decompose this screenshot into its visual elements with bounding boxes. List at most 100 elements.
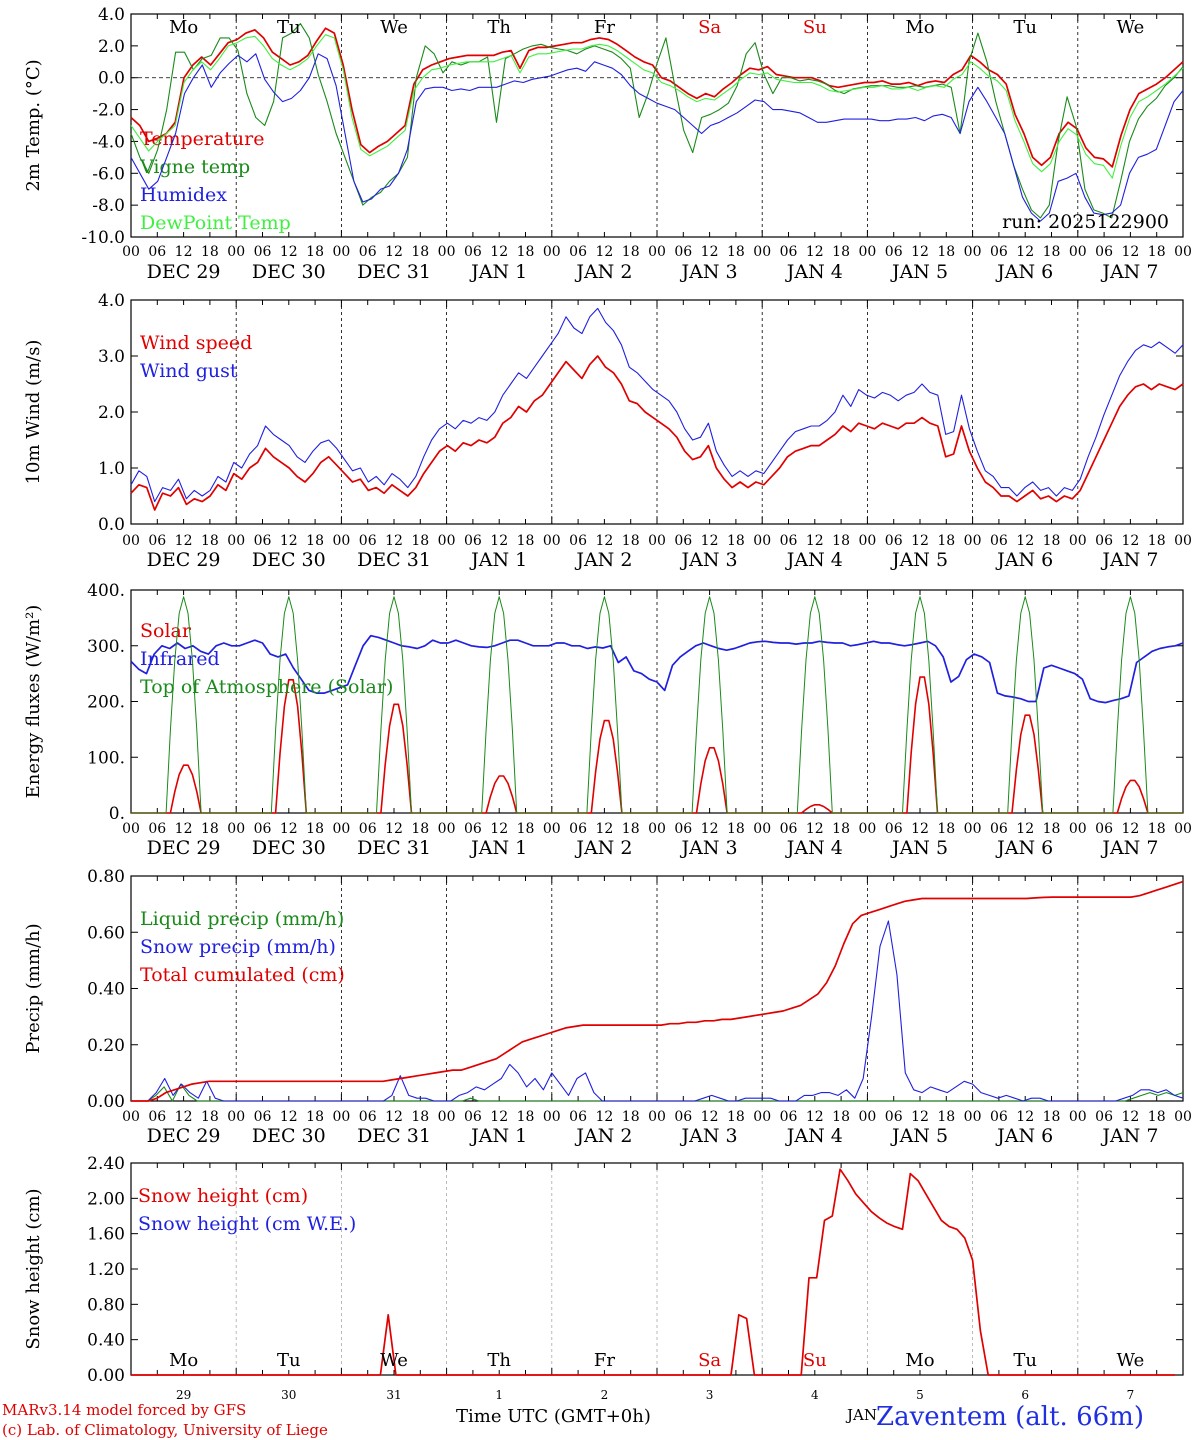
hour-tick-label: 18 bbox=[517, 533, 535, 549]
series-humidex bbox=[130, 53, 1184, 222]
hour-tick-label: 12 bbox=[175, 533, 193, 549]
date-label: JAN 4 bbox=[785, 837, 843, 859]
hour-tick-label: 06 bbox=[780, 244, 798, 260]
legend-label: Humidex bbox=[140, 184, 227, 206]
date-label: DEC 29 bbox=[147, 837, 221, 859]
date-label: JAN 4 bbox=[785, 549, 843, 571]
hour-tick-label: 06 bbox=[674, 1109, 692, 1125]
hour-tick-label: 00 bbox=[1069, 821, 1087, 837]
date-label: DEC 31 bbox=[357, 837, 431, 859]
date-label: JAN 6 bbox=[995, 261, 1053, 283]
date-label: DEC 31 bbox=[357, 261, 431, 283]
series-dewpoint-temp bbox=[130, 34, 1184, 179]
hour-tick-label: 12 bbox=[490, 1109, 508, 1125]
hour-tick-label: 12 bbox=[911, 1109, 929, 1125]
hour-tick-label: 00 bbox=[858, 244, 876, 260]
hour-tick-label: 06 bbox=[464, 821, 482, 837]
hour-tick-label: 06 bbox=[359, 533, 377, 549]
y-tick-label: 0.0 bbox=[98, 515, 125, 535]
date-label: JAN 3 bbox=[680, 1125, 738, 1147]
hour-tick-label: 00 bbox=[1174, 244, 1192, 260]
hour-tick-label: 12 bbox=[490, 821, 508, 837]
hour-tick-label: 00 bbox=[648, 533, 666, 549]
hour-tick-label: 00 bbox=[227, 244, 245, 260]
hour-tick-label: 06 bbox=[569, 533, 587, 549]
hour-tick-label: 06 bbox=[569, 244, 587, 260]
hour-tick-label: 18 bbox=[1043, 821, 1061, 837]
series-infrared bbox=[130, 634, 1184, 704]
bottom-date-label: 2 bbox=[601, 1388, 609, 1402]
date-label: JAN 4 bbox=[785, 1125, 843, 1147]
series-snow-height-cm- bbox=[131, 1168, 1175, 1376]
hour-tick-label: 12 bbox=[280, 244, 298, 260]
hour-tick-label: 00 bbox=[964, 533, 982, 549]
date-label: DEC 30 bbox=[252, 261, 326, 283]
hour-tick-label: 18 bbox=[937, 821, 955, 837]
hour-tick-label: 18 bbox=[832, 244, 850, 260]
y-tick-label: 0.0 bbox=[98, 69, 125, 89]
y-tick-label: 0.40 bbox=[87, 1331, 125, 1351]
y-tick-label: 100. bbox=[87, 748, 125, 768]
hour-tick-label: 12 bbox=[385, 244, 403, 260]
hour-tick-label: 18 bbox=[622, 1109, 640, 1125]
hour-tick-label: 00 bbox=[858, 1109, 876, 1125]
hour-tick-label: 00 bbox=[753, 244, 771, 260]
hour-tick-label: 00 bbox=[1069, 533, 1087, 549]
hour-tick-label: 06 bbox=[254, 533, 272, 549]
legend-label: Total cumulated (cm) bbox=[140, 964, 345, 986]
hour-tick-label: 18 bbox=[306, 533, 324, 549]
hour-tick-label: 12 bbox=[280, 821, 298, 837]
hour-tick-label: 00 bbox=[1069, 244, 1087, 260]
y-axis-label: Snow height (cm) bbox=[23, 1188, 44, 1349]
hour-tick-label: 12 bbox=[385, 821, 403, 837]
y-tick-label: 0.20 bbox=[87, 1036, 125, 1056]
hour-tick-label: 00 bbox=[543, 244, 561, 260]
hour-tick-label: 00 bbox=[648, 244, 666, 260]
hour-tick-label: 18 bbox=[1043, 244, 1061, 260]
hour-tick-label: 12 bbox=[1016, 533, 1034, 549]
weekday-label: Fr bbox=[594, 1350, 615, 1371]
hour-tick-label: 06 bbox=[1095, 1109, 1113, 1125]
hour-tick-label: 00 bbox=[122, 244, 140, 260]
series-wind-speed bbox=[130, 355, 1184, 511]
hour-tick-label: 06 bbox=[359, 821, 377, 837]
y-tick-label: -2.0 bbox=[92, 101, 125, 121]
hour-tick-label: 06 bbox=[148, 244, 166, 260]
date-label: JAN 7 bbox=[1100, 261, 1158, 283]
hour-tick-label: 12 bbox=[701, 821, 719, 837]
hour-tick-label: 12 bbox=[911, 244, 929, 260]
date-label: JAN 6 bbox=[995, 1125, 1053, 1147]
hour-tick-label: 12 bbox=[1121, 533, 1139, 549]
hour-tick-label: 06 bbox=[254, 821, 272, 837]
weekday-label: Mo bbox=[169, 1350, 198, 1371]
date-label: JAN 7 bbox=[1100, 549, 1158, 571]
hour-tick-label: 00 bbox=[227, 533, 245, 549]
hour-tick-label: 12 bbox=[1121, 244, 1139, 260]
y-tick-label: -4.0 bbox=[92, 132, 125, 152]
hour-tick-label: 00 bbox=[858, 821, 876, 837]
bottom-date-label: 7 bbox=[1127, 1388, 1135, 1402]
hour-tick-label: 18 bbox=[1043, 1109, 1061, 1125]
hour-tick-label: 06 bbox=[148, 1109, 166, 1125]
hour-tick-label: 12 bbox=[490, 244, 508, 260]
hour-tick-label: 06 bbox=[254, 244, 272, 260]
footer-credits: MARv3.14 model forced by GFS (c) Lab. of… bbox=[2, 1400, 328, 1440]
hour-tick-label: 12 bbox=[806, 244, 824, 260]
hour-tick-label: 12 bbox=[806, 821, 824, 837]
hour-tick-label: 18 bbox=[306, 821, 324, 837]
y-tick-label: -6.0 bbox=[92, 164, 125, 184]
hour-tick-label: 18 bbox=[201, 1109, 219, 1125]
panel-frame bbox=[130, 589, 1184, 814]
hour-tick-label: 12 bbox=[175, 1109, 193, 1125]
hour-tick-label: 06 bbox=[780, 533, 798, 549]
legend-label: Liquid precip (mm/h) bbox=[140, 908, 344, 930]
hour-tick-label: 12 bbox=[806, 533, 824, 549]
hour-tick-label: 12 bbox=[385, 1109, 403, 1125]
hour-tick-label: 18 bbox=[517, 244, 535, 260]
hour-tick-label: 00 bbox=[964, 821, 982, 837]
hour-tick-label: 00 bbox=[964, 244, 982, 260]
hour-tick-label: 12 bbox=[595, 821, 613, 837]
hour-tick-label: 06 bbox=[780, 1109, 798, 1125]
date-label: JAN 3 bbox=[680, 837, 738, 859]
hour-tick-label: 00 bbox=[753, 821, 771, 837]
